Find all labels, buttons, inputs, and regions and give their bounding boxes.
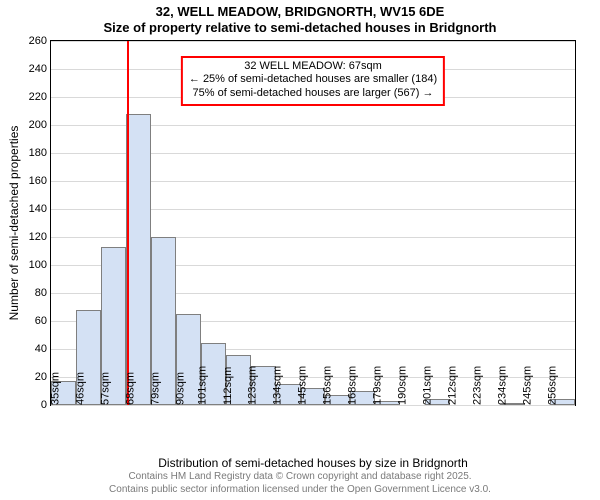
x-axis-title: Distribution of semi-detached houses by … — [158, 456, 468, 470]
bar-slot — [500, 41, 525, 405]
bar-slot — [151, 41, 176, 405]
y-tick-label: 100 — [29, 259, 51, 271]
y-tick-label: 40 — [35, 343, 51, 355]
y-tick-label: 260 — [29, 35, 51, 47]
bar-slot — [525, 41, 550, 405]
chart-footer: Contains HM Land Registry data © Crown c… — [0, 471, 600, 496]
bar-slot — [101, 41, 126, 405]
y-tick-label: 240 — [29, 63, 51, 75]
y-tick-label: 80 — [35, 287, 51, 299]
gridline — [51, 405, 575, 406]
y-tick-label: 120 — [29, 231, 51, 243]
bar-slot — [450, 41, 475, 405]
y-tick-label: 200 — [29, 119, 51, 131]
y-tick-label: 160 — [29, 175, 51, 187]
y-tick-label: 60 — [35, 315, 51, 327]
bar-slot — [51, 41, 76, 405]
bar-slot — [76, 41, 101, 405]
chart-title-address: 32, WELL MEADOW, BRIDGNORTH, WV15 6DE — [0, 4, 600, 20]
histogram-bar — [126, 114, 151, 405]
bar-slot — [550, 41, 575, 405]
annotation-line: 32 WELL MEADOW: 67sqm — [189, 60, 437, 74]
y-tick-label: 220 — [29, 91, 51, 103]
annotation-line: 75% of semi-detached houses are larger (… — [189, 87, 437, 101]
property-size-chart: 32, WELL MEADOW, BRIDGNORTH, WV15 6DE Si… — [0, 0, 600, 500]
y-tick-label: 140 — [29, 203, 51, 215]
bar-slot — [126, 41, 151, 405]
plot-area: 32 WELL MEADOW: 67sqm← 25% of semi-detac… — [50, 40, 576, 406]
chart-title-description: Size of property relative to semi-detach… — [0, 20, 600, 36]
annotation-box: 32 WELL MEADOW: 67sqm← 25% of semi-detac… — [181, 56, 445, 106]
y-axis-title: Number of semi-detached properties — [7, 126, 21, 321]
y-tick-label: 180 — [29, 147, 51, 159]
bar-slot — [475, 41, 500, 405]
annotation-line: ← 25% of semi-detached houses are smalle… — [189, 73, 437, 87]
footer-line-1: Contains HM Land Registry data © Crown c… — [0, 471, 600, 484]
subject-property-marker — [127, 41, 129, 405]
chart-titles: 32, WELL MEADOW, BRIDGNORTH, WV15 6DE Si… — [0, 4, 600, 37]
footer-line-2: Contains public sector information licen… — [0, 484, 600, 497]
